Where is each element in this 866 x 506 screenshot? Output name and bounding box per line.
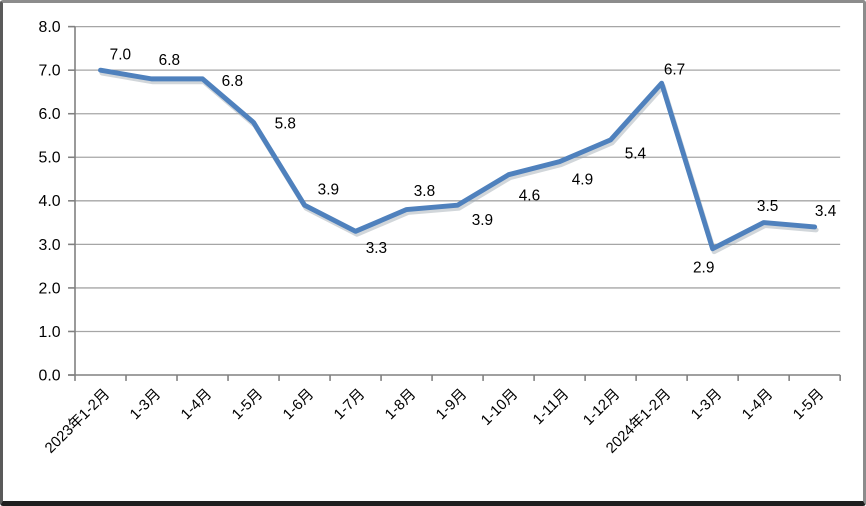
data-label: 3.9 (318, 181, 339, 198)
axes: 0.0 1.0 2.0 3.0 4.0 5.0 6.0 7.0 8.0 (39, 19, 841, 384)
x-axis-label: 1-8月 (382, 386, 419, 423)
x-axis-label: 1-12月 (580, 386, 623, 429)
x-axis-label: 1-11月 (530, 386, 572, 428)
y-axis-label: 5.0 (39, 150, 61, 167)
x-axis-label: 1-7月 (331, 386, 368, 423)
data-label: 3.4 (815, 203, 837, 220)
data-label: 6.8 (159, 52, 180, 69)
data-label: 6.8 (222, 73, 243, 90)
y-axis-label: 3.0 (39, 237, 61, 254)
data-label: 5.4 (625, 146, 647, 163)
y-axis-label: 1.0 (39, 324, 61, 341)
x-axis-label: 1-5月 (790, 386, 827, 423)
gridlines (74, 25, 841, 333)
data-label: 4.6 (519, 187, 540, 204)
data-label: 7.0 (110, 46, 131, 63)
x-axis-label: 1-10月 (478, 386, 521, 429)
x-axis-label: 1-3月 (688, 386, 725, 423)
x-axis-label: 1-6月 (280, 386, 317, 423)
y-axis-label: 0.0 (39, 367, 61, 384)
y-axis-label: 2.0 (39, 280, 61, 297)
x-axis-label: 1-4月 (739, 386, 776, 423)
x-axis-label: 1-4月 (178, 386, 215, 423)
series-line-shadow (99, 70, 819, 255)
x-axis-label: 1-3月 (127, 386, 164, 423)
data-label: 3.5 (757, 198, 778, 215)
series-line (98, 67, 818, 252)
x-axis-label: 1-9月 (433, 386, 470, 423)
data-label: 6.7 (664, 61, 685, 78)
y-axis-label: 7.0 (39, 63, 61, 80)
data-label: 3.9 (472, 212, 493, 229)
y-axis-label: 4.0 (39, 193, 61, 210)
y-axis-label: 6.0 (39, 106, 61, 123)
data-label: 3.3 (366, 240, 387, 257)
data-label: 2.9 (693, 259, 714, 276)
x-axis-label: 1-5月 (229, 386, 266, 423)
data-labels: 7.0 6.8 6.8 5.8 3.9 3.3 3.8 3.9 4.6 4.9 5.4 6.7 2.9 3… (110, 46, 837, 276)
x-axis-label: 2023年1-2月 (42, 386, 114, 457)
x-axis-labels: 2023年1-2月 1-3月 1-4月 1-5月 1-6月 1-7月 1-8月 1-9月 1-1… (42, 386, 828, 457)
data-label: 4.9 (572, 171, 593, 188)
chart-canvas: 0.0 1.0 2.0 3.0 4.0 5.0 6.0 7.0 8.0 2023年1-2月 1-3月… (39, 19, 841, 457)
data-label: 3.8 (414, 183, 435, 200)
data-label: 5.8 (275, 115, 296, 132)
y-axis-label: 8.0 (39, 19, 61, 36)
